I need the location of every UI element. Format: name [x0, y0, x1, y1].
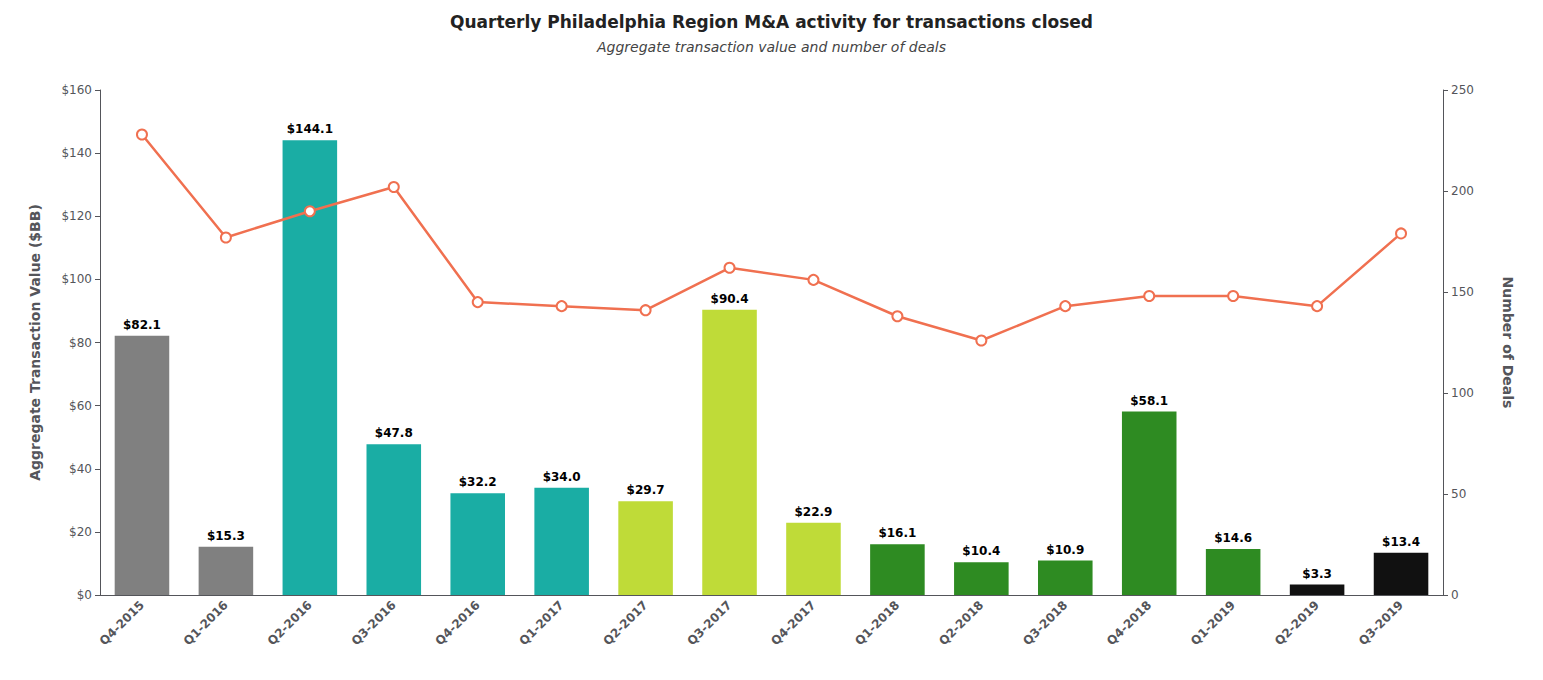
- svg-text:$3.3: $3.3: [1302, 567, 1332, 581]
- svg-text:Aggregate transaction value an: Aggregate transaction value and number o…: [596, 39, 946, 55]
- svg-text:$22.9: $22.9: [794, 505, 832, 519]
- svg-text:$47.8: $47.8: [375, 426, 413, 440]
- svg-text:Q2-2018: Q2-2018: [936, 598, 986, 648]
- svg-text:Q4-2017: Q4-2017: [768, 598, 818, 648]
- svg-text:$144.1: $144.1: [287, 122, 333, 136]
- svg-text:$10.4: $10.4: [962, 544, 1000, 558]
- svg-text:Q3-2016: Q3-2016: [349, 598, 399, 648]
- svg-text:Q1-2019: Q1-2019: [1188, 598, 1238, 648]
- svg-text:$13.4: $13.4: [1382, 535, 1420, 549]
- svg-text:Q1-2018: Q1-2018: [852, 598, 902, 648]
- svg-text:50: 50: [1451, 487, 1466, 501]
- svg-text:$60: $60: [69, 399, 92, 413]
- svg-text:Q2-2017: Q2-2017: [600, 598, 650, 648]
- svg-text:Q4-2015: Q4-2015: [97, 598, 147, 648]
- svg-text:$32.2: $32.2: [459, 475, 497, 489]
- svg-text:$14.6: $14.6: [1214, 531, 1252, 545]
- svg-text:$82.1: $82.1: [123, 318, 161, 332]
- svg-text:150: 150: [1451, 285, 1474, 299]
- svg-text:Q4-2016: Q4-2016: [433, 598, 483, 648]
- svg-text:Q2-2016: Q2-2016: [265, 598, 315, 648]
- svg-text:Q1-2017: Q1-2017: [517, 598, 567, 648]
- svg-text:Quarterly Philadelphia Region: Quarterly Philadelphia Region M&A activi…: [450, 12, 1093, 32]
- svg-text:$120: $120: [61, 209, 92, 223]
- svg-text:Q3-2019: Q3-2019: [1356, 598, 1406, 648]
- svg-text:Q4-2018: Q4-2018: [1104, 598, 1154, 648]
- svg-text:$20: $20: [69, 525, 92, 539]
- svg-text:$34.0: $34.0: [543, 470, 581, 484]
- svg-text:$100: $100: [61, 272, 92, 286]
- svg-text:Number of Deals: Number of Deals: [1500, 277, 1516, 409]
- svg-text:$140: $140: [61, 146, 92, 160]
- svg-text:Aggregate Transaction Value ($: Aggregate Transaction Value ($BB): [27, 204, 43, 481]
- svg-text:$0: $0: [77, 588, 92, 602]
- svg-text:Q3-2018: Q3-2018: [1020, 598, 1070, 648]
- svg-text:$16.1: $16.1: [878, 526, 916, 540]
- svg-text:$15.3: $15.3: [207, 529, 245, 543]
- svg-text:$29.7: $29.7: [627, 483, 665, 497]
- svg-text:$58.1: $58.1: [1130, 394, 1168, 408]
- svg-text:Q2-2019: Q2-2019: [1272, 598, 1322, 648]
- svg-text:$90.4: $90.4: [711, 292, 749, 306]
- svg-text:$40: $40: [69, 462, 92, 476]
- svg-text:200: 200: [1451, 184, 1474, 198]
- svg-text:$160: $160: [61, 83, 92, 97]
- svg-text:Q1-2016: Q1-2016: [181, 598, 231, 648]
- svg-text:$10.9: $10.9: [1046, 543, 1084, 557]
- svg-text:100: 100: [1451, 386, 1474, 400]
- svg-text:Q3-2017: Q3-2017: [684, 598, 734, 648]
- svg-text:$80: $80: [69, 336, 92, 350]
- svg-text:0: 0: [1451, 588, 1459, 602]
- svg-text:250: 250: [1451, 83, 1474, 97]
